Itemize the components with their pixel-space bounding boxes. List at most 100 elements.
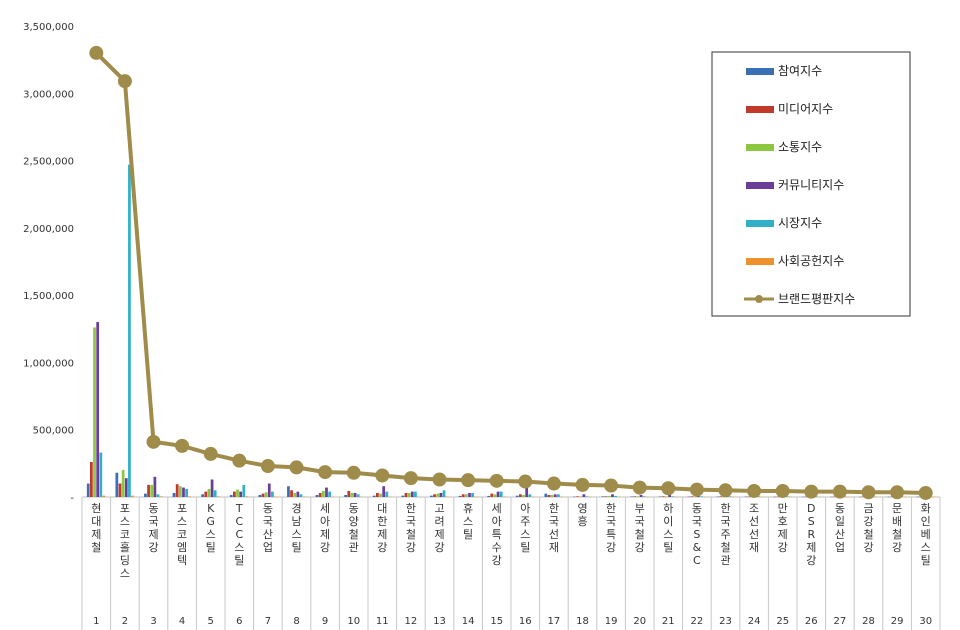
bar bbox=[376, 492, 379, 497]
bar bbox=[773, 496, 777, 498]
bar bbox=[417, 496, 420, 498]
bar bbox=[788, 496, 792, 498]
bar bbox=[115, 472, 119, 497]
rank-label: 27 bbox=[834, 616, 847, 627]
legend-label: 사회공헌지수 bbox=[778, 254, 844, 268]
bar bbox=[315, 494, 319, 497]
legend-label: 브랜드평판지수 bbox=[778, 292, 855, 306]
bar bbox=[703, 496, 706, 498]
bar bbox=[674, 496, 678, 498]
bar bbox=[544, 493, 548, 497]
rank-label: 3 bbox=[150, 616, 156, 627]
bar bbox=[665, 496, 668, 497]
bar bbox=[372, 495, 376, 497]
bar bbox=[433, 494, 436, 497]
legend-swatch bbox=[746, 182, 774, 189]
rank-label: 25 bbox=[776, 616, 789, 627]
bar bbox=[356, 494, 360, 497]
rank-label: 18 bbox=[576, 616, 589, 627]
bar bbox=[499, 491, 503, 497]
bar bbox=[522, 494, 525, 497]
bar bbox=[388, 496, 392, 498]
bar bbox=[785, 496, 789, 497]
bar bbox=[579, 496, 583, 497]
rank-label: 5 bbox=[208, 616, 214, 627]
rank-label: 24 bbox=[748, 616, 761, 627]
bar bbox=[582, 494, 586, 497]
bar bbox=[617, 496, 621, 498]
bar bbox=[347, 490, 351, 497]
brand-index-point bbox=[747, 483, 762, 498]
bar bbox=[757, 496, 760, 497]
bar bbox=[817, 496, 821, 498]
bar bbox=[156, 494, 160, 497]
brand-index-point bbox=[260, 459, 275, 474]
bar bbox=[178, 486, 182, 497]
rank-label: 16 bbox=[519, 616, 532, 627]
bar bbox=[147, 484, 150, 497]
bar bbox=[258, 494, 262, 497]
brand-index-point bbox=[804, 484, 819, 499]
bar bbox=[213, 490, 217, 497]
legend-swatch bbox=[746, 144, 774, 151]
rank-label: 20 bbox=[633, 616, 646, 627]
bar bbox=[359, 496, 363, 498]
bar bbox=[662, 496, 665, 497]
bar bbox=[461, 494, 465, 497]
rank-label: 11 bbox=[376, 616, 389, 627]
bar bbox=[639, 494, 643, 497]
bar bbox=[293, 492, 297, 497]
bar bbox=[274, 496, 277, 498]
legend-label: 참여지수 bbox=[778, 64, 822, 78]
bar bbox=[471, 492, 474, 497]
y-tick-label: 2,000,000 bbox=[23, 224, 74, 235]
bar bbox=[229, 494, 233, 497]
bar bbox=[407, 492, 411, 497]
brand-index-point bbox=[775, 483, 790, 498]
bar bbox=[887, 496, 891, 498]
brand-index-point bbox=[346, 465, 361, 480]
bar bbox=[153, 476, 157, 497]
legend-label: 시장지수 bbox=[778, 216, 822, 230]
bar bbox=[385, 491, 389, 497]
rank-label: 22 bbox=[691, 616, 704, 627]
bar bbox=[401, 495, 405, 497]
brand-index-point bbox=[289, 460, 304, 475]
rank-label: 17 bbox=[548, 616, 561, 627]
bars bbox=[86, 164, 935, 498]
bar bbox=[630, 496, 634, 497]
bar bbox=[404, 492, 408, 497]
bar bbox=[585, 496, 589, 497]
bar bbox=[490, 493, 494, 497]
brand-index-point bbox=[318, 465, 333, 480]
bar bbox=[188, 496, 192, 497]
bar bbox=[239, 491, 243, 497]
rank-label: 23 bbox=[719, 616, 732, 627]
bar bbox=[150, 484, 154, 497]
bar bbox=[430, 495, 433, 497]
brand-index-point bbox=[832, 484, 847, 499]
bar bbox=[321, 490, 325, 497]
bar bbox=[931, 496, 935, 498]
bar bbox=[325, 487, 328, 497]
bar bbox=[121, 470, 125, 497]
bar bbox=[185, 488, 188, 497]
bar bbox=[690, 496, 694, 497]
bar bbox=[728, 496, 732, 497]
bar bbox=[290, 490, 293, 497]
category-label: 동 국 S & C bbox=[692, 502, 702, 567]
